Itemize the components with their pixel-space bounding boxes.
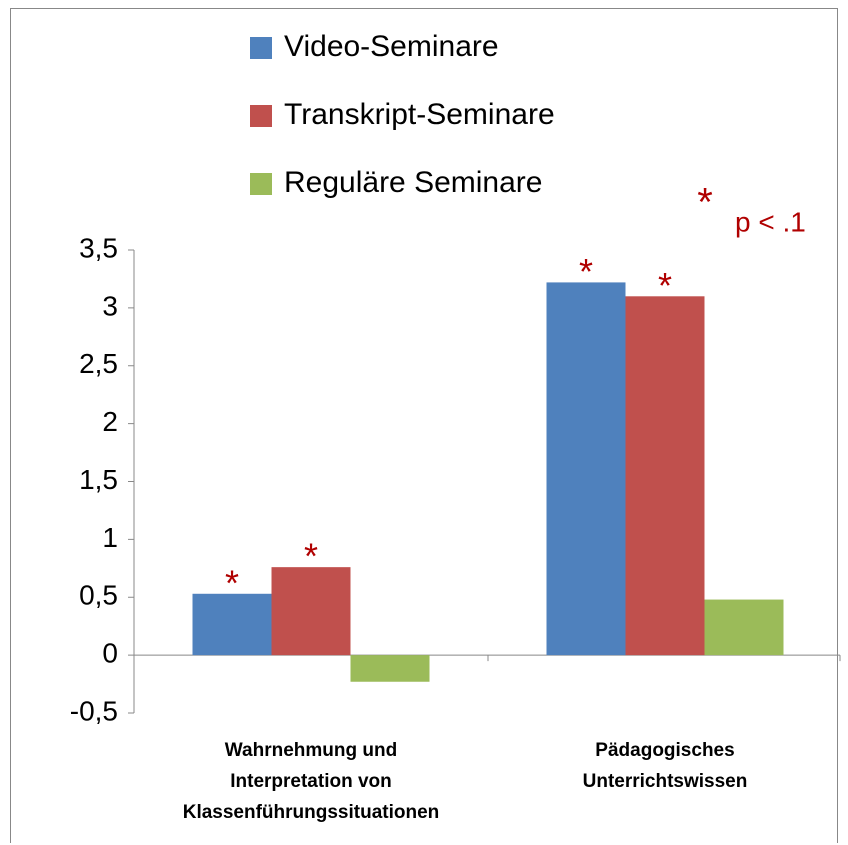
- bar: [546, 282, 626, 656]
- significance-marker: *: [225, 562, 239, 603]
- legend-label: Reguläre Seminare: [284, 166, 542, 199]
- significance-marker: *: [579, 251, 593, 292]
- bar: [192, 593, 272, 656]
- x-tick-label: Pädagogisches Unterrichtswissen: [582, 740, 748, 792]
- legend-label: Transkript-Seminare: [284, 98, 555, 131]
- significance-marker: *: [304, 536, 318, 577]
- significance-marker: *: [658, 265, 672, 306]
- legend-swatch: [250, 37, 272, 59]
- y-tick-label: 2: [102, 406, 118, 437]
- x-tick-label: Wahrnehmung und Interpretation von Klass…: [182, 740, 440, 823]
- significance-note: p < .1: [735, 206, 806, 237]
- legend-label: Video-Seminare: [284, 30, 499, 63]
- y-tick-label: 2,5: [79, 348, 118, 379]
- bar: [271, 567, 351, 656]
- bar: [704, 599, 784, 656]
- y-tick-label: 1: [102, 522, 118, 553]
- bar: [625, 296, 705, 656]
- frame: [10, 8, 838, 843]
- y-tick-label: -0,5: [70, 695, 118, 726]
- y-tick-label: 3,5: [79, 232, 118, 263]
- y-tick-label: 0,5: [79, 580, 118, 611]
- legend-swatch: [250, 173, 272, 195]
- y-tick-label: 1,5: [79, 464, 118, 495]
- bar: [350, 655, 430, 682]
- y-tick-label: 3: [102, 290, 118, 321]
- y-tick-label: 0: [102, 638, 118, 669]
- legend-swatch: [250, 105, 272, 127]
- significance-marker: *: [697, 181, 713, 225]
